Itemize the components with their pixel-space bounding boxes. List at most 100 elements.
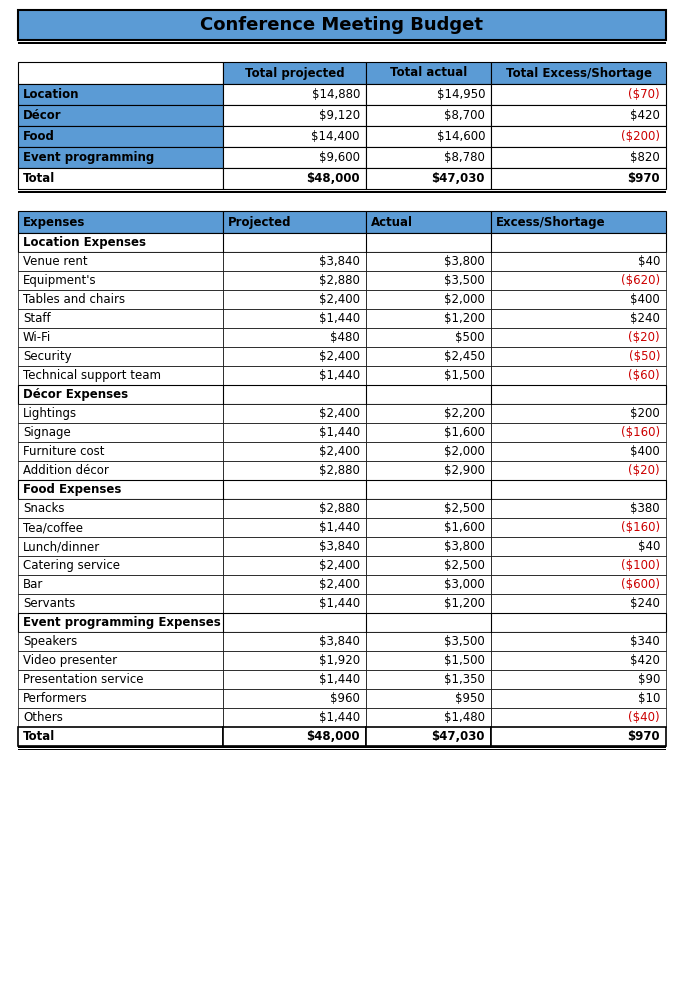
Text: Expenses: Expenses <box>23 215 86 228</box>
Text: $2,500: $2,500 <box>444 502 485 515</box>
Bar <box>18 499 223 518</box>
Text: ($40): ($40) <box>629 711 660 724</box>
Text: $14,950: $14,950 <box>436 88 485 101</box>
Bar <box>18 632 223 651</box>
Text: $40: $40 <box>637 255 660 268</box>
Bar <box>491 442 666 461</box>
Bar <box>18 461 223 480</box>
Text: Total projected: Total projected <box>245 66 344 79</box>
Text: $1,440: $1,440 <box>319 426 360 439</box>
Bar <box>491 84 666 105</box>
Text: $2,400: $2,400 <box>319 559 360 572</box>
Text: Excess/Shortage: Excess/Shortage <box>496 215 605 228</box>
Bar <box>491 366 666 385</box>
Bar <box>18 746 666 748</box>
Bar <box>366 442 491 461</box>
Text: Equipment's: Equipment's <box>23 274 96 287</box>
Text: $40: $40 <box>637 540 660 553</box>
Bar <box>491 670 666 689</box>
Bar <box>18 126 223 147</box>
Bar <box>223 689 366 708</box>
Text: Décor Expenses: Décor Expenses <box>23 388 128 401</box>
Text: $8,700: $8,700 <box>444 109 485 122</box>
Bar <box>491 252 666 271</box>
Bar <box>366 84 491 105</box>
Text: $3,000: $3,000 <box>444 578 485 591</box>
Text: Addition décor: Addition décor <box>23 464 109 477</box>
Text: $2,000: $2,000 <box>444 293 485 306</box>
Bar <box>491 105 666 126</box>
Text: Food: Food <box>23 130 55 143</box>
Bar <box>18 613 666 632</box>
Bar <box>366 708 491 727</box>
Bar <box>366 556 491 575</box>
Bar <box>18 480 666 499</box>
Text: $3,800: $3,800 <box>444 255 485 268</box>
Text: $950: $950 <box>456 692 485 705</box>
Bar <box>223 366 366 385</box>
Bar <box>366 147 491 168</box>
Text: $1,600: $1,600 <box>444 521 485 534</box>
Text: $2,880: $2,880 <box>319 464 360 477</box>
Text: $820: $820 <box>630 151 660 164</box>
Text: $200: $200 <box>630 407 660 420</box>
Text: Décor: Décor <box>23 109 62 122</box>
Bar <box>491 271 666 290</box>
Bar <box>18 328 223 347</box>
Text: $2,500: $2,500 <box>444 559 485 572</box>
Text: $3,800: $3,800 <box>444 540 485 553</box>
Text: $1,500: $1,500 <box>444 654 485 667</box>
Text: $90: $90 <box>637 673 660 686</box>
Text: $1,200: $1,200 <box>444 597 485 610</box>
Bar <box>18 84 223 105</box>
Text: ($160): ($160) <box>621 521 660 534</box>
Text: $2,880: $2,880 <box>319 502 360 515</box>
Text: $2,400: $2,400 <box>319 445 360 458</box>
Text: $420: $420 <box>630 654 660 667</box>
Text: $970: $970 <box>627 730 660 743</box>
Bar <box>223 461 366 480</box>
Text: $1,350: $1,350 <box>444 673 485 686</box>
Bar <box>366 62 491 84</box>
Bar <box>223 670 366 689</box>
Bar <box>18 651 223 670</box>
Bar <box>223 309 366 328</box>
Bar <box>491 62 666 84</box>
Bar <box>491 309 666 328</box>
Bar <box>18 168 223 189</box>
Text: $970: $970 <box>627 172 660 185</box>
Bar <box>491 404 666 423</box>
Bar <box>18 670 223 689</box>
Bar <box>223 518 366 537</box>
Bar <box>18 708 223 727</box>
Bar <box>366 689 491 708</box>
Text: $2,400: $2,400 <box>319 350 360 363</box>
Bar <box>223 537 366 556</box>
Bar <box>18 366 223 385</box>
Bar <box>18 233 666 252</box>
Text: $2,200: $2,200 <box>444 407 485 420</box>
Bar <box>223 126 366 147</box>
Text: $480: $480 <box>330 331 360 344</box>
Text: ($600): ($600) <box>621 578 660 591</box>
Bar <box>223 442 366 461</box>
Bar <box>491 537 666 556</box>
Bar <box>366 328 491 347</box>
Bar <box>18 404 223 423</box>
Bar <box>223 727 366 746</box>
Text: $1,440: $1,440 <box>319 521 360 534</box>
Bar <box>491 461 666 480</box>
Bar <box>491 556 666 575</box>
Bar <box>491 290 666 309</box>
Text: $1,480: $1,480 <box>444 711 485 724</box>
Text: $1,200: $1,200 <box>444 312 485 325</box>
Text: Snacks: Snacks <box>23 502 64 515</box>
Bar <box>366 252 491 271</box>
Bar <box>491 708 666 727</box>
Text: $8,780: $8,780 <box>444 151 485 164</box>
Bar <box>18 518 223 537</box>
Text: ($100): ($100) <box>621 559 660 572</box>
Text: Lunch/dinner: Lunch/dinner <box>23 540 101 553</box>
Text: Total: Total <box>23 730 55 743</box>
Bar <box>223 423 366 442</box>
